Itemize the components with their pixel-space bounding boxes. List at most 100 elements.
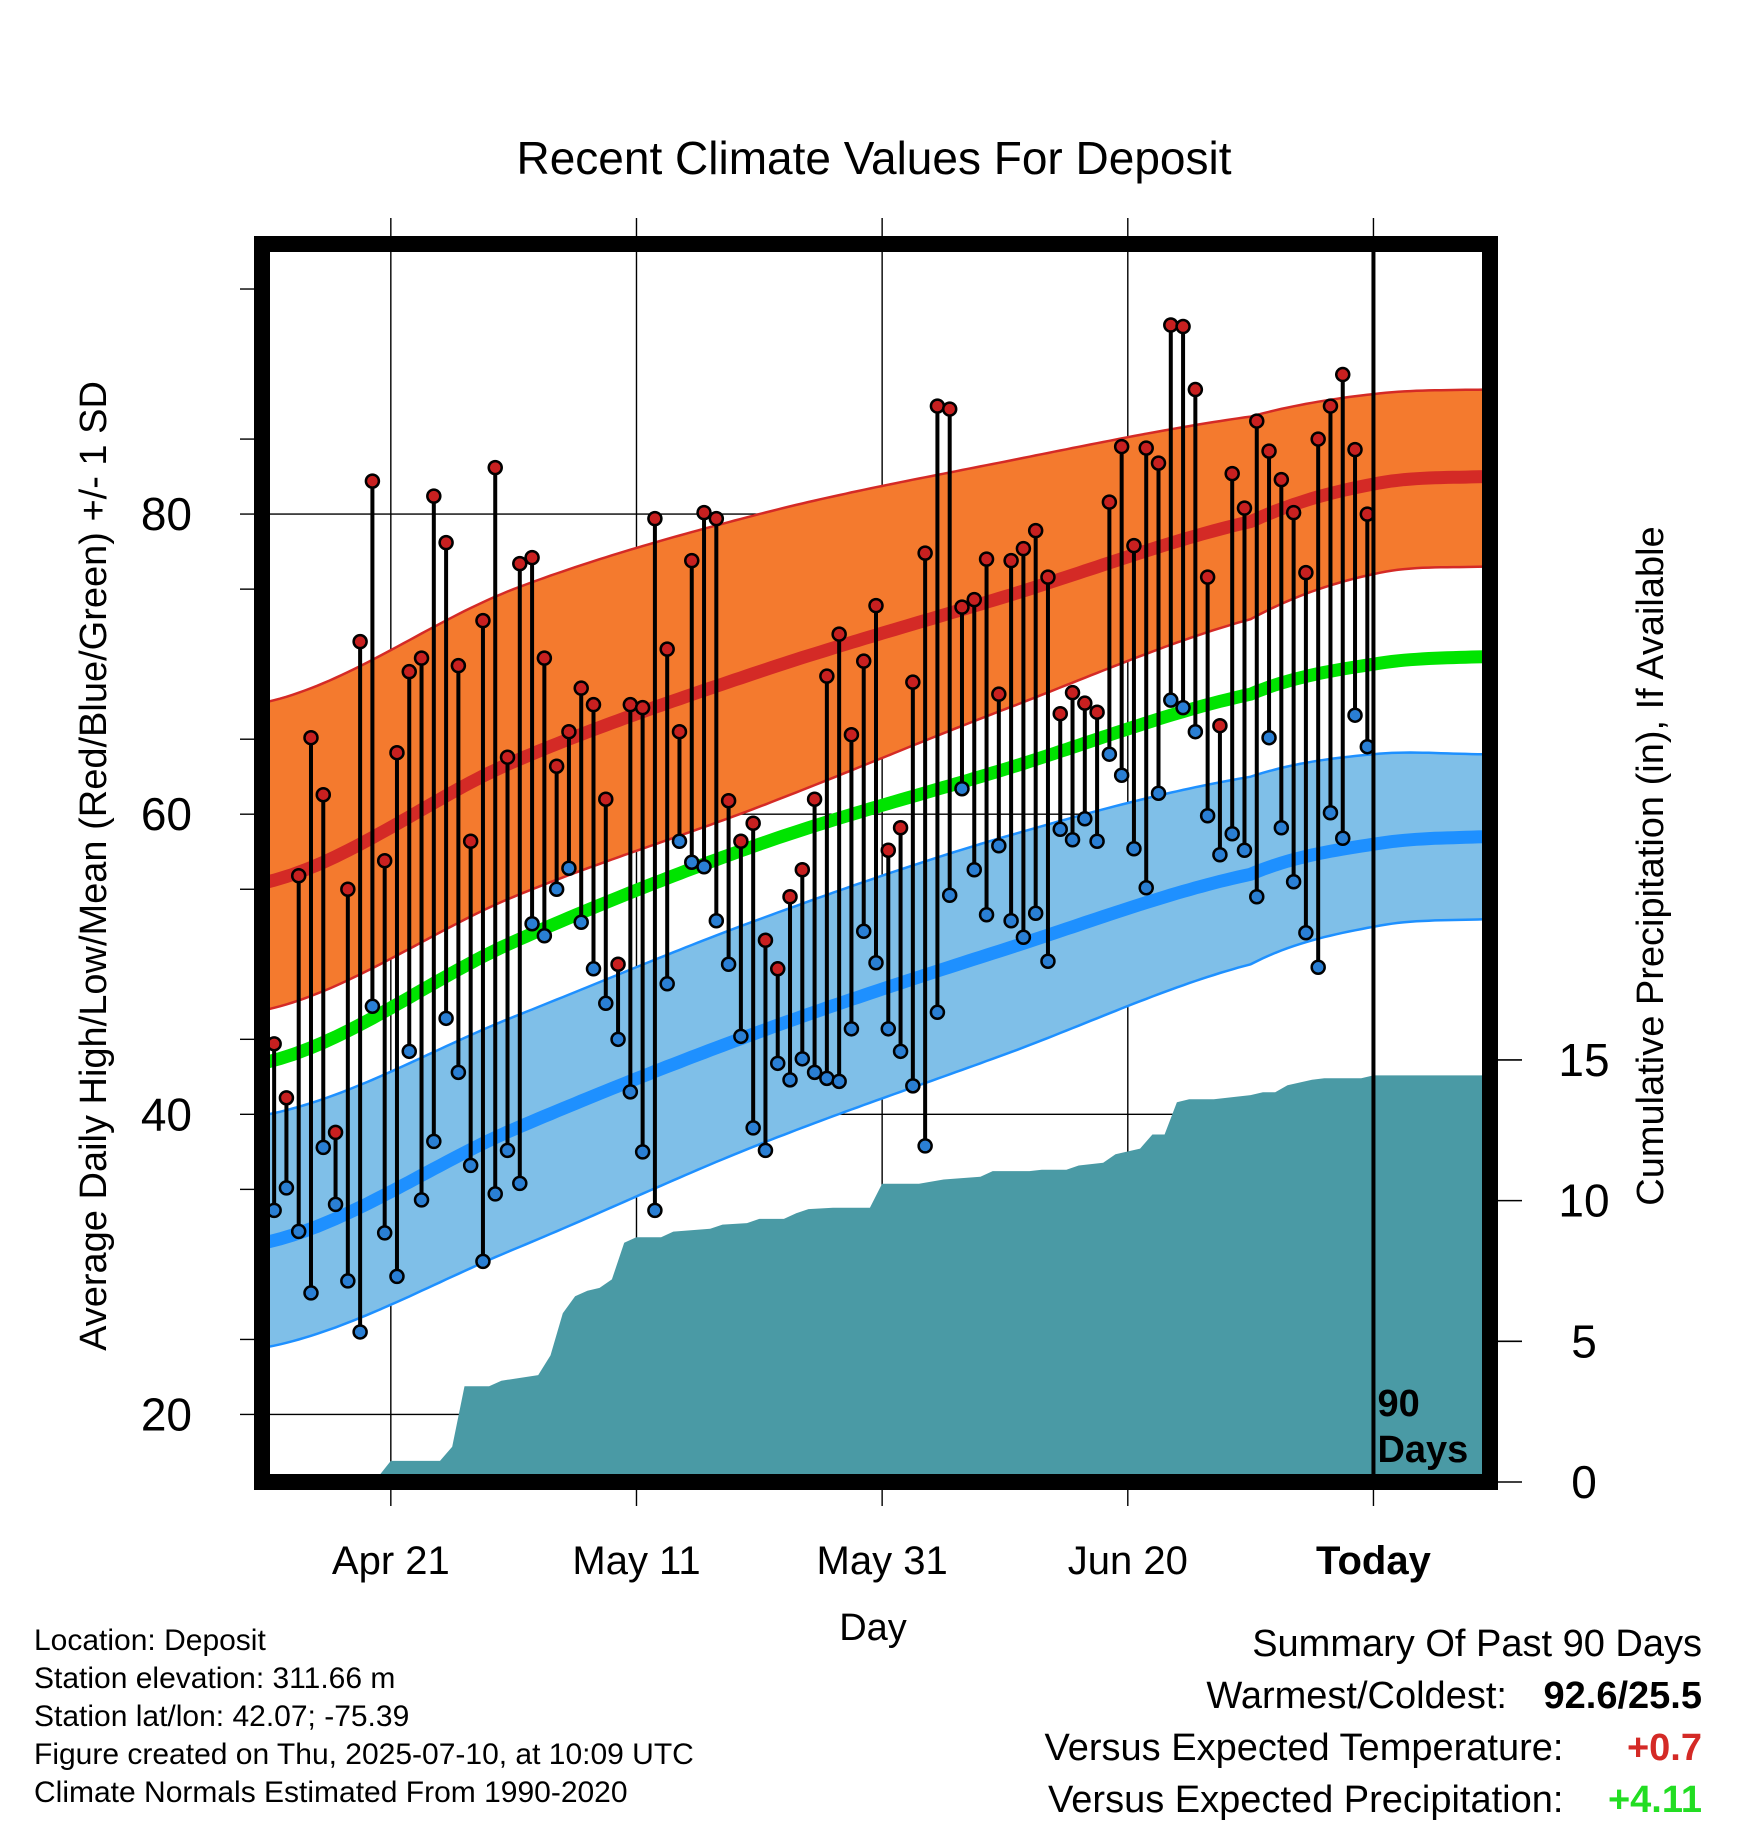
daily-high-point [1249, 413, 1265, 429]
daily-low-point [536, 928, 553, 944]
daily-high-point [905, 674, 921, 690]
chart-title: Recent Climate Values For Deposit [517, 132, 1232, 184]
daily-low-point [450, 1064, 467, 1081]
daily-low-point [647, 1202, 663, 1219]
daily-low-point [1052, 821, 1068, 837]
created-text: Figure created on Thu, 2025-07-10, at 10… [34, 1738, 694, 1771]
daily-high-point [1040, 569, 1056, 585]
normals-text: Climate Normals Estimated From 1990-2020 [34, 1776, 628, 1809]
daily-high-point [1298, 564, 1314, 581]
daily-low-point [941, 887, 958, 904]
daily-low-point [1089, 833, 1105, 849]
daily-high-point [1015, 540, 1032, 557]
daily-low-point [401, 1043, 418, 1060]
daily-low-point [1298, 925, 1314, 941]
daily-high-point [917, 545, 933, 561]
daily-high-point [1322, 398, 1339, 414]
daily-low-point [278, 1180, 295, 1196]
warm-cold-label: Warmest/Coldest: [1206, 1675, 1507, 1717]
precip-vs-expected-label: Versus Expected Precipitation: [1048, 1779, 1564, 1821]
daily-high-point [548, 758, 565, 774]
daily-low-point [1347, 707, 1363, 723]
daily-low-point [413, 1192, 430, 1208]
daily-low-point [487, 1186, 503, 1202]
daily-high-point [622, 696, 639, 713]
daily-low-point [438, 1010, 454, 1027]
daily-high-point [659, 641, 675, 657]
daily-high-point [1052, 705, 1068, 722]
daily-low-point [978, 907, 995, 923]
daily-low-point [929, 1004, 946, 1021]
daily-low-point [868, 955, 884, 971]
daily-low-point [475, 1253, 491, 1270]
daily-low-point [1310, 959, 1326, 976]
daily-low-point [1187, 723, 1204, 740]
daily-high-point [1163, 317, 1179, 333]
daily-high-point [1089, 704, 1105, 720]
daily-high-point [1101, 494, 1118, 510]
daily-high-point [634, 699, 651, 716]
y2-tick-label: 10 [1558, 1175, 1609, 1227]
daily-high-point [733, 833, 749, 849]
daily-low-point [1064, 831, 1081, 848]
daily-high-point [364, 473, 381, 489]
daily-low-point [954, 780, 970, 797]
normal-high-band-upper-edge [267, 388, 1485, 703]
daily-high-point [966, 591, 983, 608]
daily-high-point [303, 729, 319, 746]
daily-low-point [1249, 889, 1265, 905]
daily-low-point [512, 1175, 528, 1192]
daily-high-point [647, 510, 663, 527]
location-text: Location: Deposit [34, 1624, 266, 1657]
daily-low-point [622, 1084, 639, 1100]
temp-vs-expected-label: Versus Expected Temperature: [1044, 1727, 1564, 1769]
x-tick-label: May 31 [817, 1539, 948, 1583]
daily-high-point [708, 510, 725, 527]
daily-high-point [536, 650, 553, 666]
daily-low-point [720, 956, 737, 973]
daily-high-point [462, 833, 479, 849]
daily-low-point [315, 1139, 332, 1156]
daily-low-point [905, 1078, 921, 1094]
daily-low-point [389, 1268, 405, 1285]
station-info: Location: Deposit Station elevation: 311… [34, 1622, 694, 1812]
today-marker-label: Days [1377, 1429, 1468, 1471]
daily-high-point [782, 889, 798, 905]
y2-tick-label: 0 [1571, 1456, 1597, 1508]
daily-high-point [1077, 695, 1093, 711]
daily-low-point [671, 833, 688, 849]
daily-high-point [1064, 684, 1081, 701]
daily-high-point [1285, 504, 1302, 521]
daily-low-point [340, 1273, 356, 1289]
daily-high-point [954, 599, 970, 615]
daily-high-point [524, 549, 540, 566]
daily-high-point [806, 791, 823, 807]
precipitation-area [268, 1075, 1484, 1482]
daily-low-point [1334, 830, 1351, 846]
precip-vs-expected-row: Versus Expected Precipitation: +4.11 [1045, 1774, 1702, 1826]
daily-high-point [438, 534, 454, 551]
daily-high-point [426, 488, 442, 504]
daily-low-point [598, 995, 614, 1012]
daily-low-point [745, 1120, 761, 1136]
daily-high-point [1027, 522, 1044, 539]
daily-low-point [1077, 810, 1093, 827]
daily-low-point [880, 1021, 897, 1037]
daily-low-point [819, 1070, 835, 1087]
daily-high-point [941, 401, 958, 417]
x-tick-label: May 11 [572, 1539, 700, 1583]
y-tick-label: 20 [141, 1388, 192, 1440]
daily-low-point [659, 976, 675, 992]
daily-low-point [634, 1144, 651, 1160]
daily-high-point [573, 680, 589, 696]
daily-high-point [1003, 552, 1019, 569]
plot-frame [254, 236, 1498, 1490]
daily-low-point [1175, 699, 1191, 716]
x-axis-label: Day [839, 1607, 907, 1649]
daily-low-point [855, 923, 872, 940]
daily-low-point [1322, 804, 1339, 821]
daily-low-point [290, 1223, 307, 1240]
daily-low-point [585, 961, 602, 977]
y-tick-label: 60 [141, 788, 192, 840]
